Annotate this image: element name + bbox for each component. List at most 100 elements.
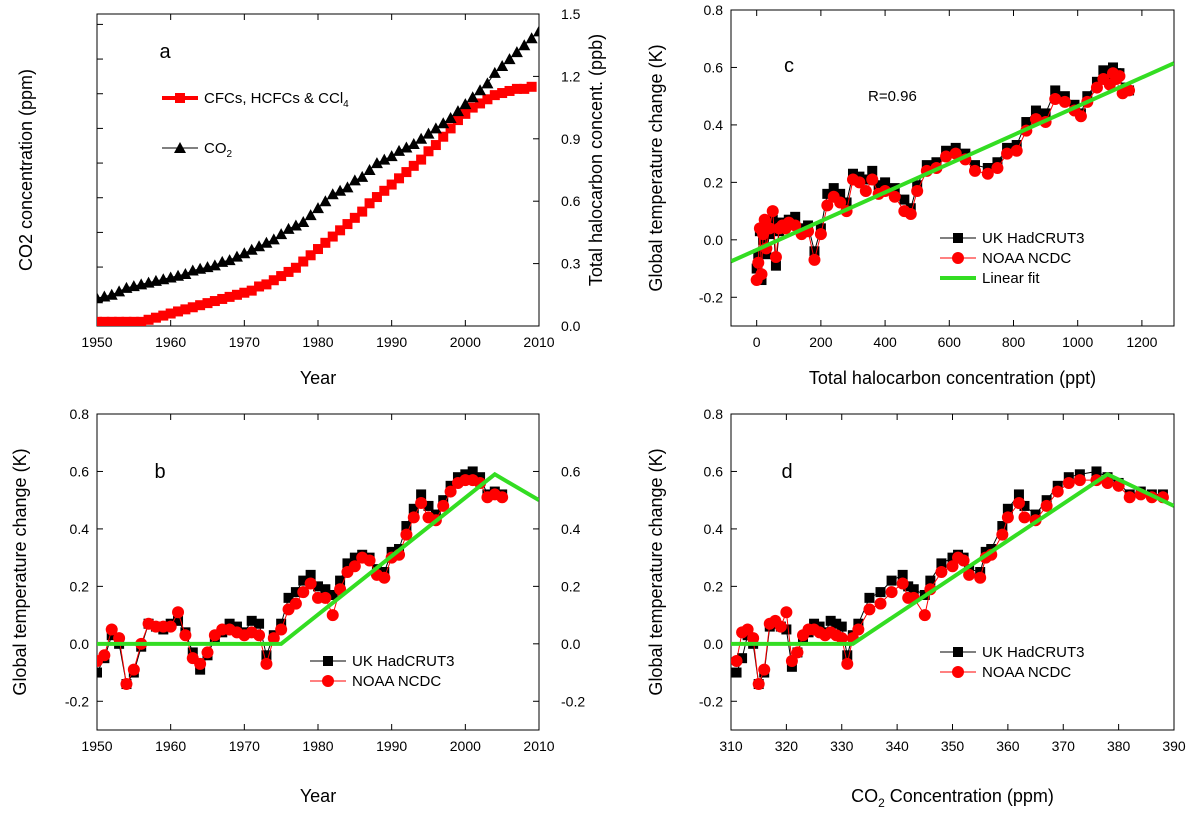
x-tick-label: 400 bbox=[873, 334, 897, 350]
series-co2-point bbox=[282, 222, 295, 234]
series-uk-point bbox=[1091, 466, 1102, 477]
x-tick-label: 310 bbox=[719, 738, 743, 754]
series-cfc-point bbox=[187, 302, 198, 313]
series-uk-point bbox=[903, 581, 914, 592]
series-noaa-point bbox=[780, 606, 793, 619]
series-cfc-point bbox=[394, 173, 405, 184]
series-cfc-point bbox=[254, 281, 265, 292]
x-tick-label: 1000 bbox=[1062, 334, 1093, 350]
series-noaa-point bbox=[957, 554, 970, 567]
legend-marker bbox=[953, 647, 963, 657]
series-co2-point bbox=[496, 60, 509, 71]
series-noaa-point bbox=[297, 586, 310, 599]
series-noaa-point bbox=[896, 577, 909, 590]
series-co2-point bbox=[326, 188, 339, 200]
series-noaa-point bbox=[949, 147, 962, 160]
series-noaa-point bbox=[1040, 499, 1053, 512]
series-co2-point bbox=[459, 98, 472, 110]
series-noaa-point bbox=[863, 603, 876, 616]
x-tick-label: 1980 bbox=[302, 334, 333, 350]
series-co2-point bbox=[113, 285, 126, 297]
series-noaa-point bbox=[201, 646, 214, 659]
series-noaa-point bbox=[766, 205, 779, 218]
y-right-tick-label: 0.2 bbox=[561, 578, 581, 594]
series-noaa-point bbox=[363, 554, 376, 567]
series-cfc-point bbox=[445, 123, 456, 134]
series-cfc-point bbox=[290, 262, 301, 273]
x-tick-label: 1970 bbox=[229, 334, 260, 350]
series-noaa-point bbox=[1001, 511, 1014, 524]
series-co2-point bbox=[260, 236, 273, 248]
series-uk-point bbox=[349, 552, 360, 563]
x-tick-label: 1980 bbox=[302, 738, 333, 754]
y-axis-label: Global temperature change (K) bbox=[646, 44, 666, 291]
legend-label-subscript: 2 bbox=[227, 149, 233, 160]
series-uk-point bbox=[841, 197, 852, 208]
series-noaa-point bbox=[888, 190, 901, 203]
series-cfc-point bbox=[195, 300, 206, 311]
series-noaa-point bbox=[763, 222, 776, 235]
legend-label: Linear fit bbox=[982, 270, 1040, 287]
series-uk-point bbox=[880, 177, 891, 188]
series-uk-point bbox=[246, 615, 257, 626]
series-cfc-line bbox=[97, 86, 532, 323]
series-co2-point bbox=[488, 66, 501, 78]
x-axis-label: Total halocarbon concentration (ppt) bbox=[809, 368, 1096, 388]
series-uk-point bbox=[342, 558, 353, 569]
series-co2-point bbox=[378, 153, 391, 165]
series-co2-point bbox=[275, 228, 288, 240]
series-co2-point bbox=[319, 195, 332, 207]
series-noaa-point bbox=[194, 657, 207, 670]
legend-label: UK HadCRUT3 bbox=[982, 644, 1085, 661]
series-co2-point bbox=[105, 288, 118, 300]
series-uk-point bbox=[313, 581, 323, 592]
series-cfc-point bbox=[489, 90, 500, 101]
series-cfc-point bbox=[460, 108, 471, 119]
y-tick-label: 0.6 bbox=[704, 59, 724, 75]
series-noaa-point bbox=[1001, 147, 1014, 160]
series-cfc-point bbox=[371, 192, 382, 203]
series-cfc-point bbox=[467, 102, 478, 113]
series-uk-point bbox=[781, 624, 792, 635]
legend-label-text: UK HadCRUT3 bbox=[982, 644, 1085, 661]
series-uk-point bbox=[731, 667, 742, 678]
series-cfc-point bbox=[423, 146, 434, 157]
y-tick-label: 0.2 bbox=[70, 578, 90, 594]
x-axis-label-rest: Concentration (ppm) bbox=[885, 786, 1054, 806]
y-right-tick-label: 0.9 bbox=[561, 131, 581, 147]
y-tick-label: 0.4 bbox=[704, 117, 724, 133]
series-co2-point bbox=[208, 259, 221, 271]
series-cfc-point bbox=[497, 88, 508, 99]
y-tick-label: 0.8 bbox=[70, 406, 90, 422]
series-co2-point bbox=[230, 250, 243, 262]
series-uk-point bbox=[867, 165, 878, 176]
series-co2-point bbox=[518, 39, 531, 51]
series-cfc-point bbox=[305, 250, 316, 261]
series-co2-point bbox=[334, 184, 347, 196]
x-tick-label: 2010 bbox=[523, 334, 554, 350]
series-uk-point bbox=[283, 592, 294, 603]
series-noaa-point bbox=[127, 663, 140, 676]
x-tick-label: 2000 bbox=[450, 334, 481, 350]
y-tick-label: 0.2 bbox=[704, 578, 724, 594]
series-cfc-point bbox=[217, 293, 228, 304]
series-co2-point bbox=[533, 25, 539, 37]
series-cfc-point bbox=[106, 316, 117, 326]
series-cfc-point bbox=[165, 308, 176, 319]
x-tick-label: 330 bbox=[830, 738, 854, 754]
panel-letter: b bbox=[154, 461, 165, 483]
series-noaa-point bbox=[348, 560, 361, 573]
series-noaa-point bbox=[496, 491, 509, 504]
legend-label: CFCs, HCFCs & CCl4 bbox=[204, 90, 349, 110]
series-uk-point bbox=[864, 592, 875, 603]
x-tick-label: 1970 bbox=[229, 738, 260, 754]
y-tick-label: 0.6 bbox=[704, 463, 724, 479]
panel-d-data bbox=[731, 466, 1174, 691]
y-tick-label: 0.8 bbox=[704, 2, 724, 18]
panel-b: 1950 1960 1970 1980 1990 2000 2010 -0.2 0.0 0.2 0.… bbox=[10, 406, 585, 806]
series-noaa-point bbox=[1073, 474, 1086, 487]
series-noaa-point bbox=[841, 657, 854, 670]
panel-c: 0 200 400 600 800 1000 1200 -0.2 0.0 0.2 0.4 0.6 0.8… bbox=[646, 2, 1175, 388]
x-tick-label: 1990 bbox=[376, 334, 407, 350]
x-tick-label: 360 bbox=[996, 738, 1020, 754]
